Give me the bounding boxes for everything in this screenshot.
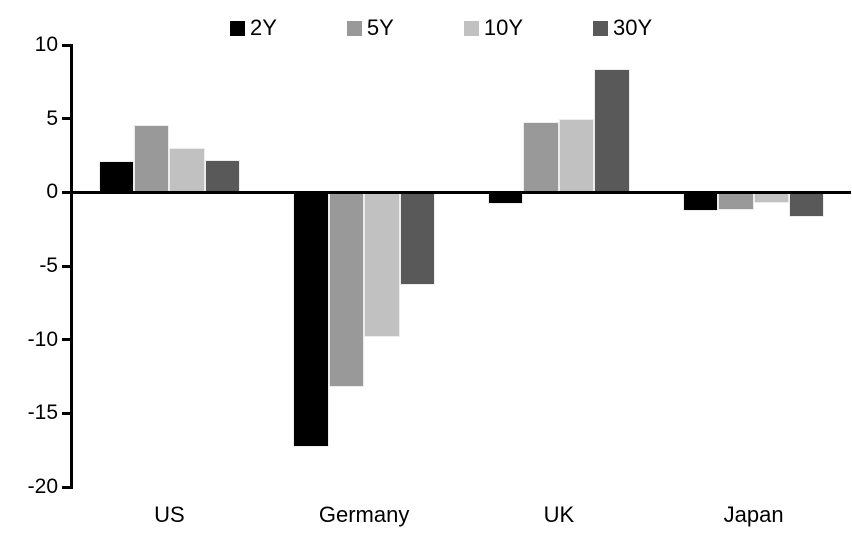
bar-japan-2y <box>682 192 719 212</box>
bar-japan-10y <box>753 192 790 203</box>
chart-legend: 2Y 5Y 10Y 30Y <box>230 15 652 41</box>
x-axis-label-us: US <box>154 502 185 527</box>
legend-label-2y: 2Y <box>250 15 277 40</box>
bar-germany-5y <box>328 192 365 387</box>
legend-label-30y: 30Y <box>613 15 653 40</box>
bar-uk-5y <box>523 121 559 193</box>
bar-us-10y <box>169 148 205 193</box>
bar-germany-2y <box>293 192 329 448</box>
y-tick-mark <box>62 338 71 342</box>
x-axis-label-uk: UK <box>543 502 575 527</box>
y-tick-label: 10 <box>34 33 58 56</box>
bar-us-5y <box>133 124 170 193</box>
legend-label-10y: 10Y <box>483 15 523 40</box>
y-axis-line <box>70 44 73 489</box>
legend-swatch-5y <box>346 20 362 36</box>
y-tick-label: 0 <box>46 180 58 204</box>
bar-germany-30y <box>399 192 435 286</box>
bar-germany-10y <box>364 192 400 337</box>
legend-item-5y: 5Y <box>346 15 394 41</box>
legend-item-10y: 10Y <box>463 15 523 41</box>
bar-uk-30y <box>594 68 630 193</box>
y-tick-mark <box>62 411 71 415</box>
bar-uk-10y <box>558 118 595 193</box>
y-tick-label: -20 <box>27 475 58 498</box>
zero-axis-line <box>70 190 851 194</box>
legend-label-5y: 5Y <box>366 15 394 40</box>
x-axis-label-germany: Germany <box>318 502 410 527</box>
y-tick-mark <box>62 190 71 194</box>
x-axis-label-japan: Japan <box>723 502 784 527</box>
y-tick-mark <box>62 264 71 268</box>
bar-us-2y <box>98 161 134 193</box>
y-tick-label: 5 <box>46 106 58 130</box>
bar-us-30y <box>204 159 241 193</box>
y-tick-mark <box>62 43 71 47</box>
bar-uk-2y <box>488 192 524 205</box>
bar-japan-5y <box>718 192 754 210</box>
y-tick-label: -10 <box>27 327 58 351</box>
y-tick-mark <box>62 485 71 489</box>
y-tick-label: -5 <box>39 254 58 277</box>
y-tick-mark <box>62 117 71 121</box>
y-tick-label: -15 <box>27 401 58 425</box>
bar-japan-30y <box>789 192 825 218</box>
legend-swatch-10y <box>463 20 479 36</box>
legend-item-30y: 30Y <box>593 15 652 41</box>
legend-swatch-2y <box>230 20 245 36</box>
legend-swatch-30y <box>593 20 608 36</box>
legend-item-2y: 2Y <box>230 15 277 41</box>
